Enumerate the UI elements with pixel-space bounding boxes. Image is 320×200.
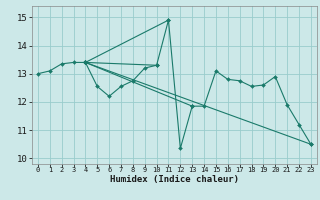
X-axis label: Humidex (Indice chaleur): Humidex (Indice chaleur) xyxy=(110,175,239,184)
